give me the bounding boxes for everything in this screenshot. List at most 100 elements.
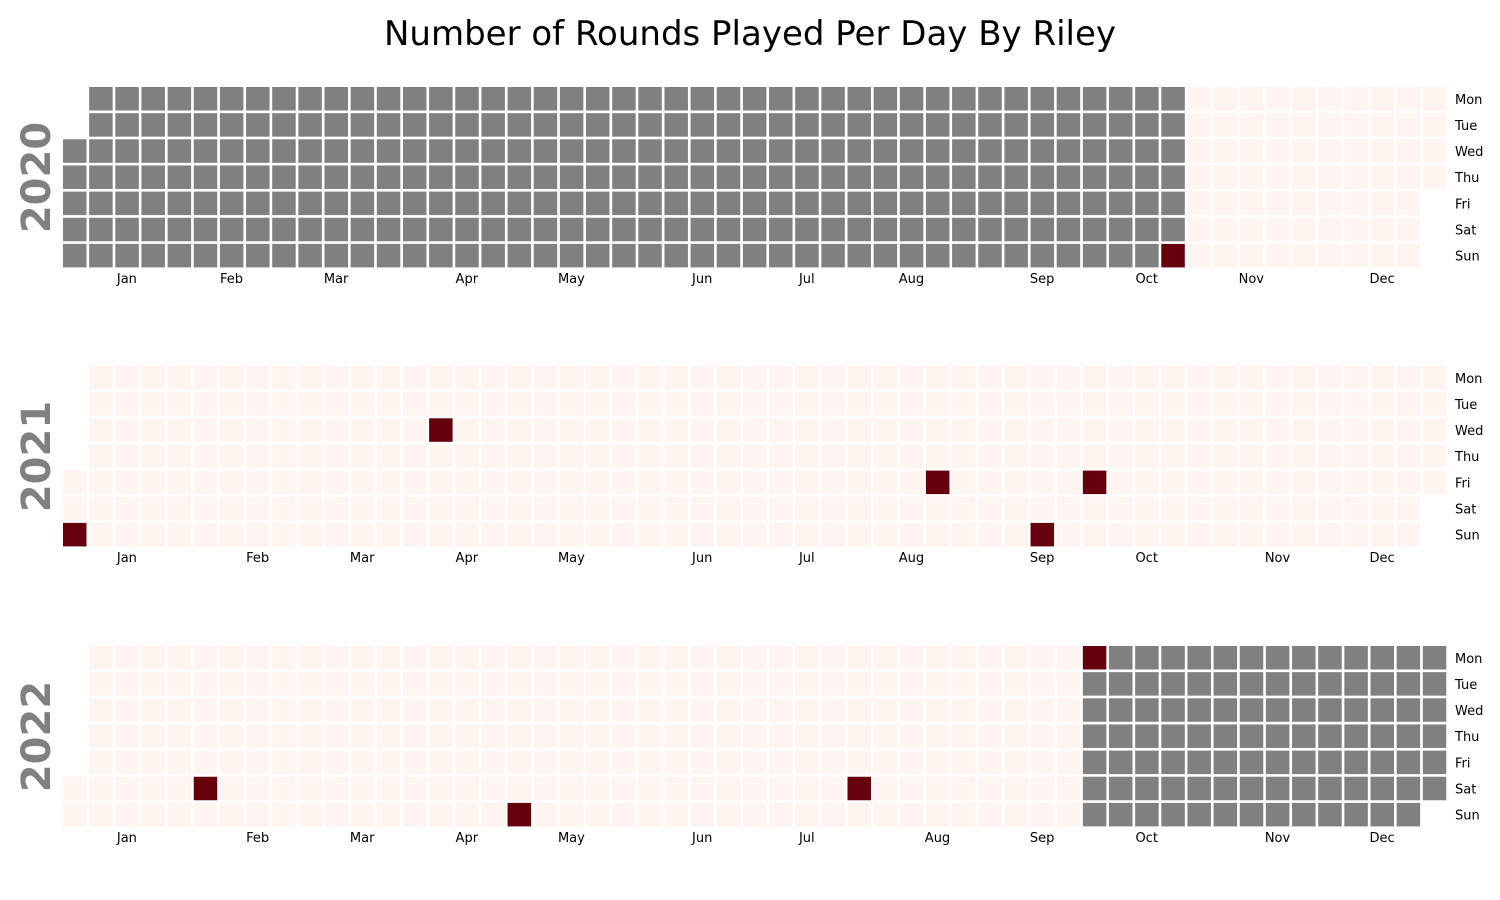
day-cell [899,522,924,547]
day-cell [1030,87,1055,111]
day-cell [1370,139,1394,163]
day-cell [141,646,165,670]
day-cell [978,113,1002,137]
day-cell [193,392,218,416]
day-cell [1396,139,1421,163]
day-cell [455,776,479,801]
day-cell [219,750,244,775]
day-cell [899,802,924,827]
day-cell [324,243,348,268]
day-cell [769,139,793,163]
day-cell [742,392,767,416]
day-cell [167,366,192,390]
day-cell [1370,496,1394,521]
day-cell [89,418,113,442]
day-cell [219,165,244,189]
day-cell [193,646,218,670]
day-cell [1187,87,1211,111]
day-cell [716,470,741,495]
day-cell [769,646,793,670]
day-cell [899,366,924,390]
day-cell [821,470,845,495]
day-cell [742,750,767,775]
day-cell [1318,366,1342,390]
day-cell [141,724,165,748]
day-cell [612,672,636,696]
day-cell [1109,87,1133,111]
day-cell [219,672,244,696]
day-cell [952,672,976,696]
month-label: Mar [324,272,349,287]
day-cell [1422,724,1447,748]
day-cell [272,750,296,775]
day-cell [246,366,270,390]
day-cell [402,470,427,495]
day-cell [638,243,662,268]
day-cell [978,802,1002,827]
day-cell [1396,470,1421,495]
day-cell [1082,392,1107,416]
day-cell [1422,776,1447,801]
day-cell [1004,87,1028,111]
day-cell [429,672,453,696]
day-cell [821,672,845,696]
day-cell [507,139,532,163]
day-cell [429,418,453,442]
day-cell [298,217,322,242]
day-cell [952,113,976,137]
day-cell [821,191,845,216]
day-cell [376,672,401,696]
day-cell [481,522,505,547]
day-cell [1292,444,1316,468]
day-cell [795,646,819,670]
day-cell [952,444,976,468]
day-cell [1109,243,1133,268]
day-cell [481,444,505,468]
day-cell [1161,672,1185,696]
day-cell [455,217,479,242]
day-cell [795,217,819,242]
day-cell [952,496,976,521]
day-cell [507,418,532,442]
day-cell [586,470,610,495]
day-cell [376,191,401,216]
day-cell [1187,470,1211,495]
day-cell [376,366,401,390]
day-cell [586,418,610,442]
day-cell [1161,698,1185,722]
day-cell [1422,165,1447,189]
day-cell [350,776,375,801]
month-label: May [558,831,585,846]
day-cell [821,776,845,801]
day-cell [638,217,662,242]
day-cell [1109,522,1133,547]
day-cell [638,672,662,696]
day-cell [1370,802,1394,827]
day-cell [664,392,688,416]
day-cell [1265,802,1290,827]
day-cell [324,444,348,468]
month-label: Dec [1370,272,1395,287]
day-cell [272,776,296,801]
day-cell [1396,366,1421,390]
day-cell [1109,139,1133,163]
day-cell [455,444,479,468]
day-cell [873,444,898,468]
day-cell [795,243,819,268]
day-cell [559,802,584,827]
day-cell [612,191,636,216]
day-cell [376,750,401,775]
day-cell [690,496,715,521]
day-cell [1292,87,1316,111]
day-cell [219,522,244,547]
day-cell [402,87,427,111]
day-cell [742,802,767,827]
day-cell [1344,191,1368,216]
day-cell [952,243,976,268]
day-cell [507,165,532,189]
day-cell [167,139,192,163]
day-cell [533,217,558,242]
day-cell [1265,698,1290,722]
day-cell [507,191,532,216]
day-cell [795,802,819,827]
